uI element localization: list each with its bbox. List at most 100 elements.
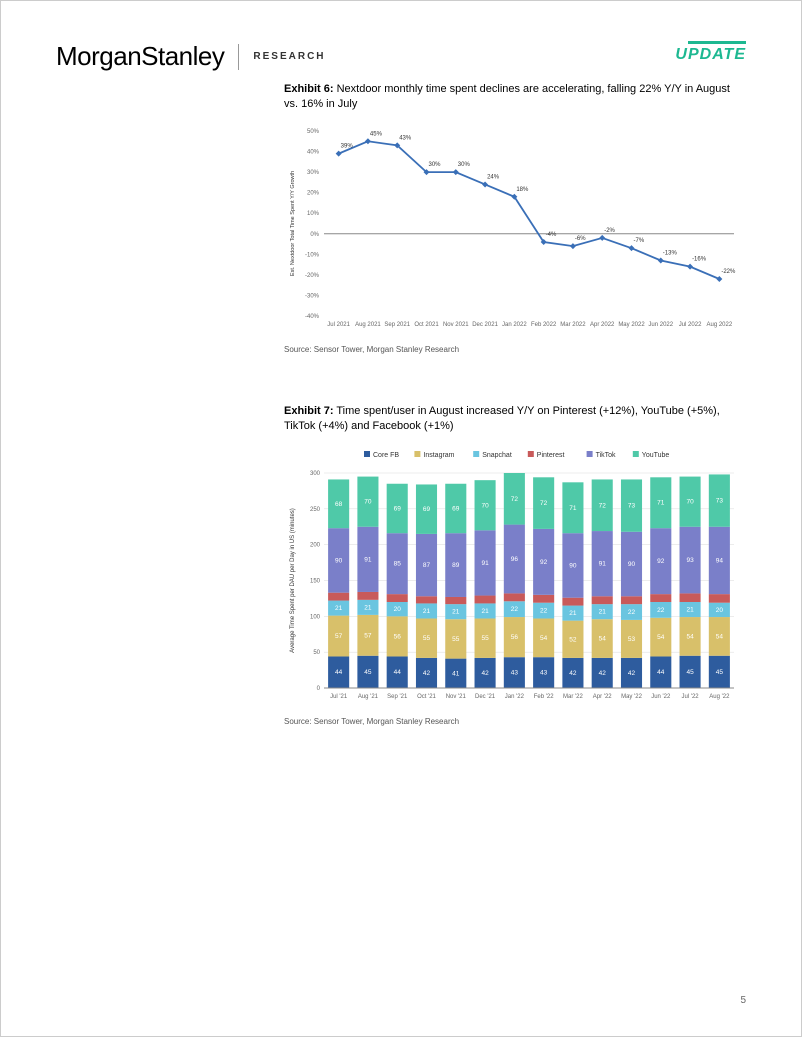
- svg-text:90: 90: [628, 561, 636, 568]
- svg-text:Feb 2022: Feb 2022: [531, 322, 557, 328]
- svg-text:89: 89: [452, 562, 460, 569]
- svg-text:-22%: -22%: [721, 269, 736, 275]
- svg-text:54: 54: [657, 634, 665, 641]
- svg-text:21: 21: [335, 605, 343, 612]
- svg-text:90: 90: [335, 557, 343, 564]
- update-badge: UPDATE: [675, 41, 746, 64]
- svg-text:Nov '21: Nov '21: [446, 694, 467, 700]
- svg-text:-13%: -13%: [663, 250, 678, 256]
- svg-text:-20%: -20%: [305, 273, 320, 279]
- svg-text:Jul 2021: Jul 2021: [327, 322, 350, 328]
- svg-text:Nov 2021: Nov 2021: [443, 322, 469, 328]
- svg-text:Jul '21: Jul '21: [330, 694, 348, 700]
- svg-text:-2%: -2%: [604, 228, 615, 234]
- exhibit-6-title: Exhibit 6: Nextdoor monthly time spent d…: [284, 82, 746, 113]
- svg-text:Instagram: Instagram: [423, 452, 454, 459]
- svg-text:91: 91: [364, 556, 372, 563]
- svg-text:Jan 2022: Jan 2022: [502, 322, 527, 328]
- svg-text:50: 50: [313, 650, 320, 656]
- svg-text:70: 70: [481, 502, 489, 509]
- svg-text:43: 43: [511, 669, 519, 676]
- svg-text:TikTok: TikTok: [596, 452, 616, 459]
- svg-text:44: 44: [394, 669, 402, 676]
- svg-text:85: 85: [394, 560, 402, 567]
- svg-text:42: 42: [423, 670, 431, 677]
- exhibit-6-number: Exhibit 6:: [284, 83, 334, 95]
- exhibit-7-number: Exhibit 7:: [284, 405, 334, 417]
- svg-text:0: 0: [317, 686, 321, 692]
- svg-text:May '22: May '22: [621, 694, 642, 700]
- svg-text:69: 69: [423, 506, 431, 513]
- svg-text:150: 150: [310, 578, 321, 584]
- svg-text:Aug '22: Aug '22: [709, 694, 730, 700]
- svg-text:Jun 2022: Jun 2022: [648, 322, 673, 328]
- exhibit-6-block: Exhibit 6: Nextdoor monthly time spent d…: [284, 82, 746, 354]
- svg-text:68: 68: [335, 500, 343, 507]
- svg-text:22: 22: [657, 606, 665, 613]
- svg-text:Average Time Spent per DAU per: Average Time Spent per DAU per Day in US…: [290, 508, 296, 653]
- svg-text:300: 300: [310, 471, 321, 477]
- update-text: UPDATE: [675, 46, 746, 64]
- svg-text:22: 22: [628, 609, 636, 616]
- exhibit-7-block: Exhibit 7: Time spent/user in August inc…: [284, 404, 746, 726]
- svg-text:73: 73: [716, 497, 724, 504]
- svg-text:42: 42: [569, 670, 577, 677]
- svg-text:43%: 43%: [399, 135, 412, 141]
- svg-text:56: 56: [511, 634, 519, 641]
- svg-text:55: 55: [481, 635, 489, 642]
- svg-text:18%: 18%: [516, 187, 529, 193]
- svg-text:72: 72: [540, 500, 548, 507]
- svg-text:Aug 2022: Aug 2022: [707, 322, 733, 328]
- morgan-stanley-logo: MorganStanley: [56, 41, 224, 72]
- svg-text:200: 200: [310, 542, 321, 548]
- svg-text:45: 45: [686, 668, 694, 675]
- svg-text:Pinterest: Pinterest: [537, 452, 565, 459]
- svg-text:30%: 30%: [307, 170, 320, 176]
- svg-text:44: 44: [335, 669, 343, 676]
- exhibit-7-title: Exhibit 7: Time spent/user in August inc…: [284, 404, 746, 435]
- svg-text:Feb '22: Feb '22: [534, 694, 554, 700]
- svg-text:21: 21: [364, 604, 372, 611]
- page-content: Exhibit 6: Nextdoor monthly time spent d…: [1, 82, 801, 726]
- svg-text:Mar '22: Mar '22: [563, 694, 583, 700]
- svg-text:90: 90: [569, 562, 577, 569]
- svg-text:72: 72: [511, 495, 519, 502]
- svg-text:54: 54: [716, 633, 724, 640]
- svg-text:Dec 2021: Dec 2021: [472, 322, 498, 328]
- svg-text:72: 72: [599, 502, 607, 509]
- svg-text:93: 93: [686, 557, 694, 564]
- svg-text:-4%: -4%: [546, 232, 557, 238]
- svg-text:24%: 24%: [487, 174, 500, 180]
- line-chart-svg: 50%40%30%20%10%0%-10%-20%-30%-40%Est. Ne…: [284, 121, 744, 341]
- svg-text:57: 57: [364, 632, 372, 639]
- svg-text:42: 42: [599, 670, 607, 677]
- svg-text:0%: 0%: [310, 232, 319, 238]
- svg-text:94: 94: [716, 557, 724, 564]
- svg-text:54: 54: [540, 634, 548, 641]
- page-header: MorganStanley RESEARCH UPDATE: [1, 1, 801, 82]
- svg-text:21: 21: [423, 608, 431, 615]
- svg-text:-7%: -7%: [634, 238, 645, 244]
- svg-text:-16%: -16%: [692, 256, 707, 262]
- svg-text:55: 55: [452, 635, 460, 642]
- svg-text:41: 41: [452, 670, 460, 677]
- svg-text:56: 56: [394, 633, 402, 640]
- svg-text:70: 70: [686, 498, 694, 505]
- svg-text:Oct '21: Oct '21: [417, 694, 436, 700]
- svg-text:40%: 40%: [307, 149, 320, 155]
- research-label: RESEARCH: [253, 51, 325, 62]
- svg-text:43: 43: [540, 669, 548, 676]
- svg-text:42: 42: [481, 670, 489, 677]
- svg-text:Sep 2021: Sep 2021: [384, 322, 410, 328]
- svg-text:69: 69: [452, 505, 460, 512]
- svg-text:39%: 39%: [341, 143, 354, 149]
- svg-text:44: 44: [657, 669, 665, 676]
- svg-text:87: 87: [423, 562, 431, 569]
- svg-text:Dec '21: Dec '21: [475, 694, 496, 700]
- svg-text:57: 57: [335, 633, 343, 640]
- logo-part-1: Morgan: [56, 41, 141, 71]
- svg-text:30%: 30%: [458, 162, 471, 168]
- svg-text:30%: 30%: [429, 162, 442, 168]
- svg-text:Core FB: Core FB: [373, 452, 399, 459]
- svg-text:21: 21: [599, 608, 607, 615]
